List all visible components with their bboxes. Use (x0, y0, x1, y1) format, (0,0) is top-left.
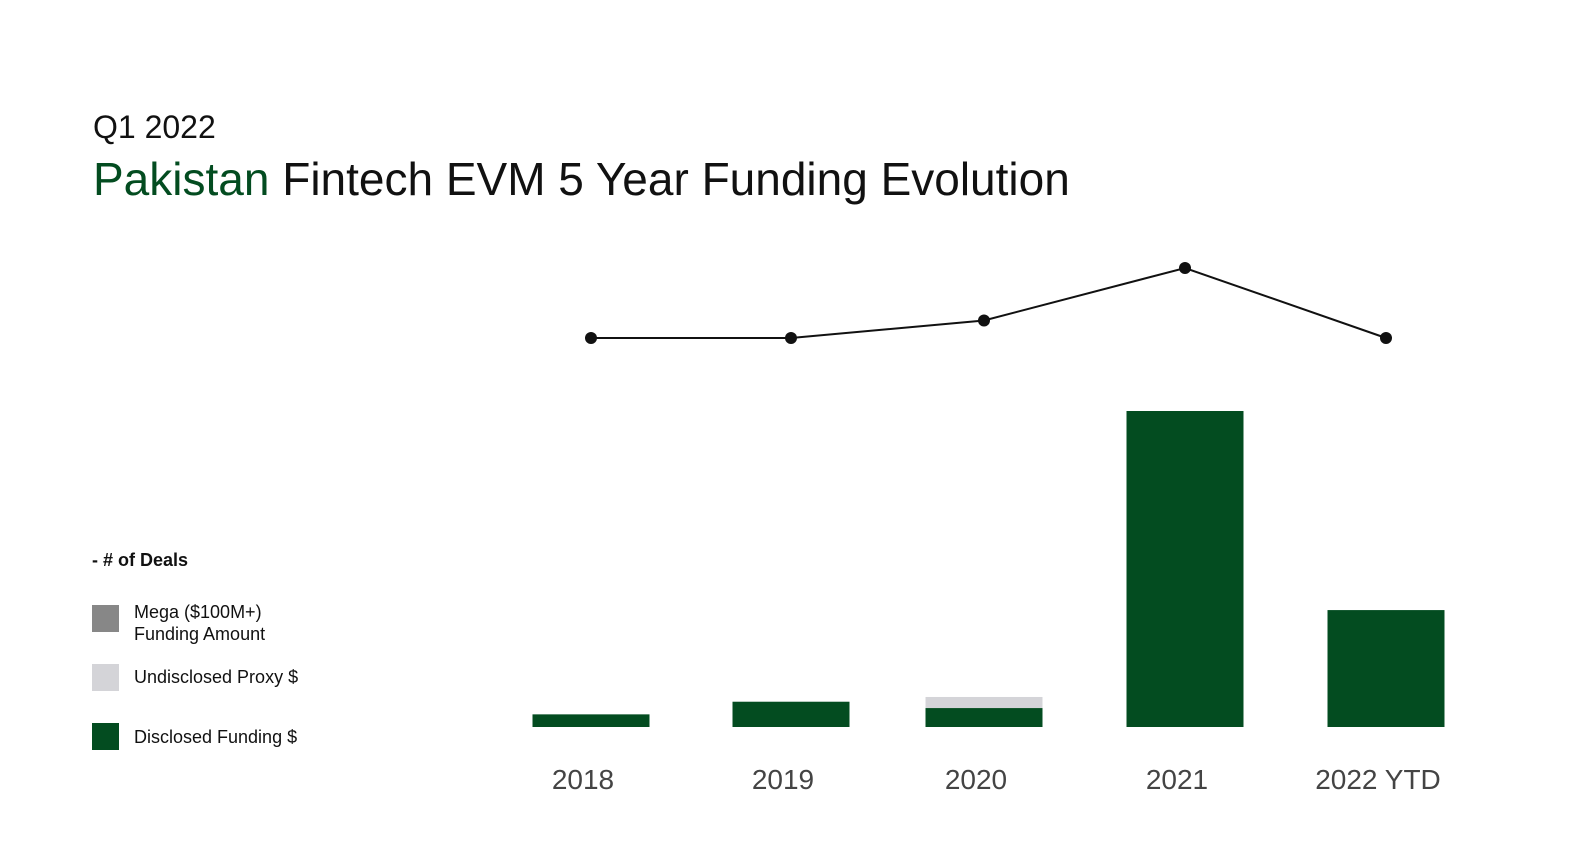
bar-disclosed-2018 (532, 714, 650, 727)
legend-swatch-undisclosed (92, 664, 119, 691)
deals-point-2020 (978, 314, 990, 327)
deals-point-2021 (1179, 262, 1191, 274)
legend-swatch-disclosed (92, 723, 119, 750)
legend-label-undisclosed: Undisclosed Proxy $ (134, 667, 299, 687)
bar-disclosed-2019 (732, 701, 850, 727)
deals-line (591, 266, 1387, 339)
deals-point-2019 (785, 332, 797, 344)
x-tick-label: 2022 YTD (1315, 764, 1441, 795)
bar-disclosed-2022-ytd (1327, 610, 1445, 727)
bar-disclosed-2021 (1126, 411, 1244, 727)
chart-title-rest: Fintech EVM 5 Year Funding Evolution (269, 153, 1070, 205)
legend-label-disclosed: Disclosed Funding $ (134, 727, 298, 747)
chart-legend: - # of Deals Mega ($100M+) Funding Amoun… (92, 548, 392, 768)
legend-swatch-mega (92, 605, 119, 632)
bar-disclosed-2020 (925, 708, 1043, 727)
chart-subtitle: Q1 2022 (93, 109, 216, 145)
chart-title-country: Pakistan (93, 153, 270, 205)
deals-point-2018 (585, 332, 597, 344)
x-tick-label: 2021 (1146, 764, 1208, 795)
bar-undisclosed-2020 (925, 696, 1043, 709)
deals-point-2022-ytd (1380, 332, 1392, 344)
chart-title: Pakistan Fintech EVM 5 Year Funding Evol… (93, 151, 1070, 207)
x-tick-label: 2018 (552, 764, 614, 795)
x-tick-label: 2019 (752, 764, 814, 795)
legend-label-mega: Mega ($100M+) Funding Amount (134, 602, 266, 644)
x-tick-label: 2020 (945, 764, 1007, 795)
legend-deals-label: - # of Deals (92, 550, 189, 570)
